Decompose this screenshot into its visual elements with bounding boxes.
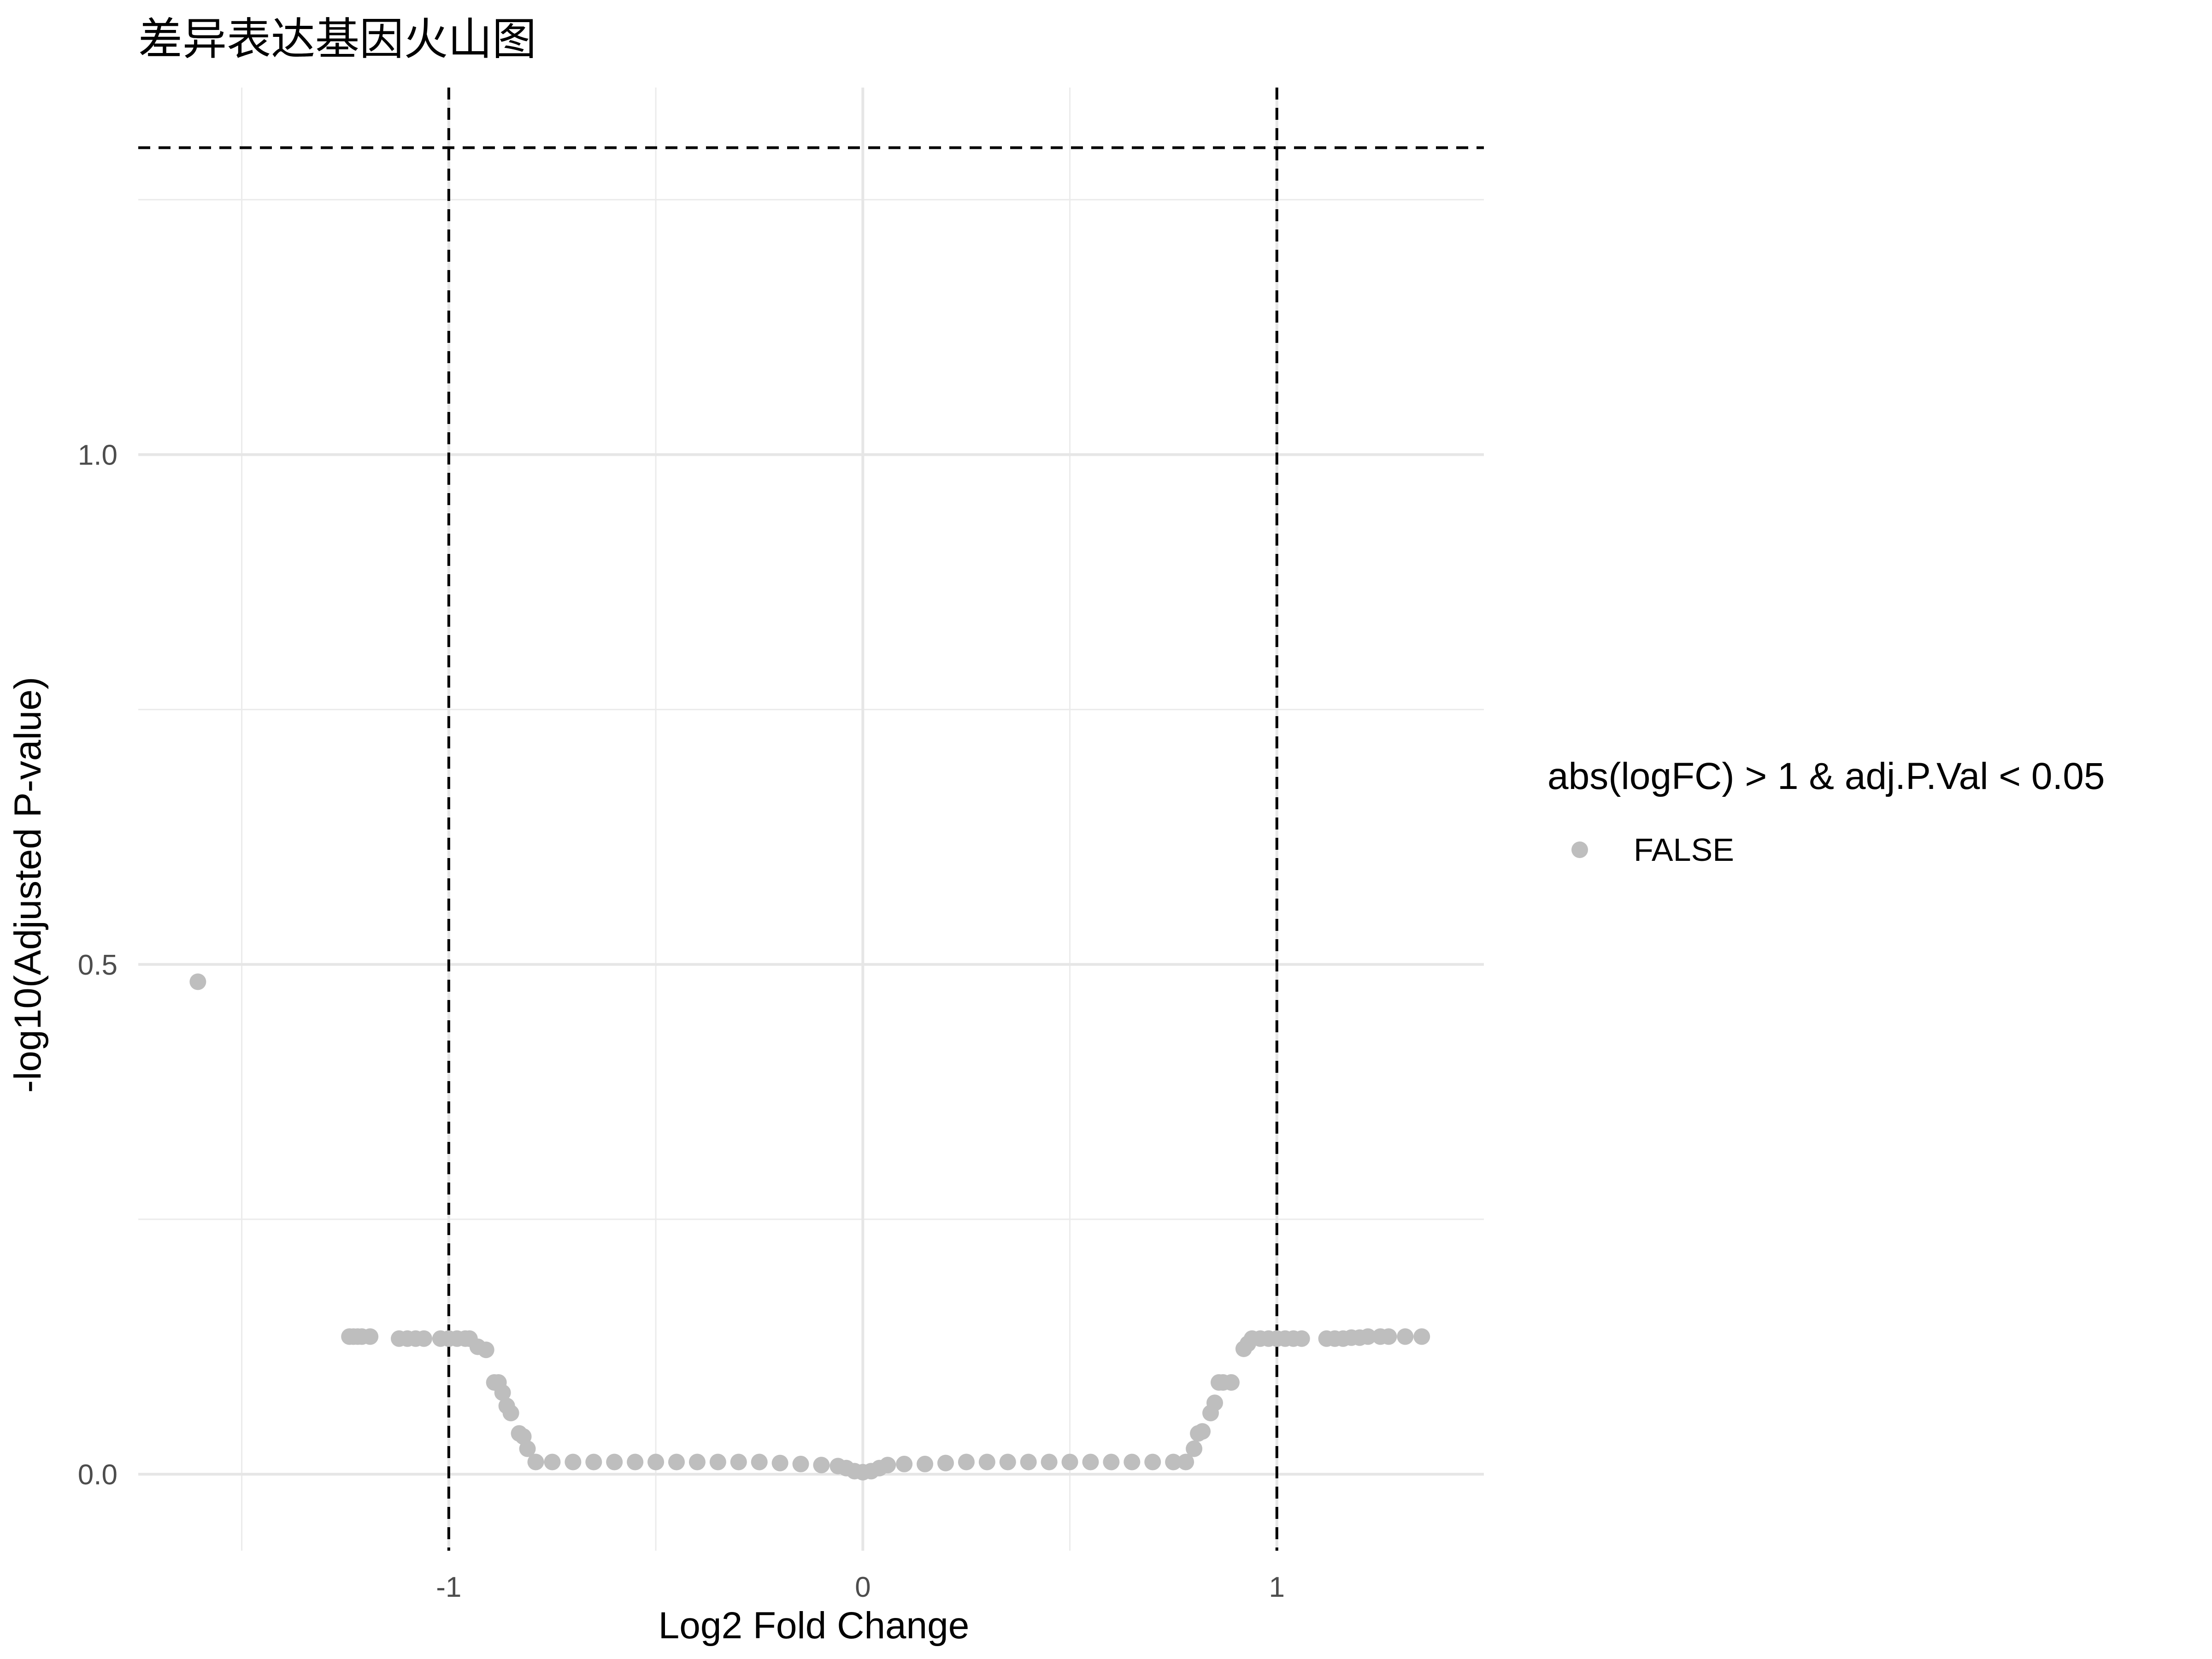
x-tick-label: 0 [855,1571,871,1603]
data-point [1041,1453,1058,1471]
y-tick-label: 1.0 [78,440,118,471]
data-point [1413,1328,1430,1345]
y-axis-ticks: 0.0 0.5 1.0 [78,440,118,1491]
data-point [519,1440,536,1457]
chart-title: 差异表达基因火山图 [138,13,536,65]
data-point [544,1453,561,1471]
data-point [1194,1423,1211,1440]
threshold-lines [138,88,1484,1551]
data-point [1165,1453,1182,1471]
y-tick-label: 0.5 [78,949,118,981]
legend-label-false: FALSE [1634,832,1734,868]
data-point [1020,1453,1037,1471]
data-point [709,1453,726,1471]
data-point [362,1328,379,1345]
data-point [647,1453,665,1471]
data-point [627,1453,644,1471]
legend-title: abs(logFC) > 1 & adj.P.Val < 0.05 [1547,755,2105,797]
y-axis-title: -log10(Adjusted P-value) [7,677,49,1093]
data-point [917,1455,934,1472]
data-point [527,1453,544,1471]
data-point [189,973,206,990]
data-point [1144,1453,1161,1471]
data-point [879,1457,896,1474]
data-point [999,1453,1016,1471]
y-tick-label: 0.0 [78,1459,118,1491]
legend: abs(logFC) > 1 & adj.P.Val < 0.05 FALSE [1547,755,2105,868]
x-tick-label: 1 [1269,1571,1285,1603]
data-point [813,1457,830,1474]
data-point [1186,1440,1203,1457]
data-point [415,1330,432,1347]
data-point [688,1453,706,1471]
data-point [494,1384,511,1401]
data-point [585,1453,602,1471]
data-point [1397,1328,1414,1345]
x-axis-ticks: -1 0 1 [436,1571,1285,1603]
data-point [668,1453,685,1471]
data-point [792,1455,809,1472]
data-point [751,1453,768,1471]
data-point [771,1454,788,1471]
data-point [1124,1453,1141,1471]
data-point [1223,1374,1240,1391]
data-point [606,1453,623,1471]
data-point [937,1454,954,1471]
data-point [978,1453,995,1471]
data-point [477,1341,494,1359]
data-point [1061,1453,1078,1471]
data-point [1206,1394,1223,1412]
data-point [502,1405,519,1422]
data-points [189,973,1430,1481]
legend-key-false [1571,841,1588,858]
data-point [958,1453,975,1471]
data-point [1380,1328,1397,1345]
data-point [1103,1453,1120,1471]
x-tick-label: -1 [436,1571,461,1603]
data-point [1359,1328,1377,1345]
x-axis-title: Log2 Fold Change [659,1605,970,1647]
data-point [1082,1453,1099,1471]
data-point [565,1453,582,1471]
data-point [896,1455,913,1472]
data-point [1293,1330,1310,1347]
data-point [1177,1453,1194,1471]
data-point [730,1453,747,1471]
